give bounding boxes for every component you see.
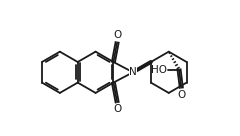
Text: HO: HO [151, 65, 167, 75]
Text: N: N [129, 67, 137, 77]
Text: O: O [113, 104, 121, 114]
Text: O: O [177, 90, 186, 100]
Text: O: O [113, 30, 121, 40]
